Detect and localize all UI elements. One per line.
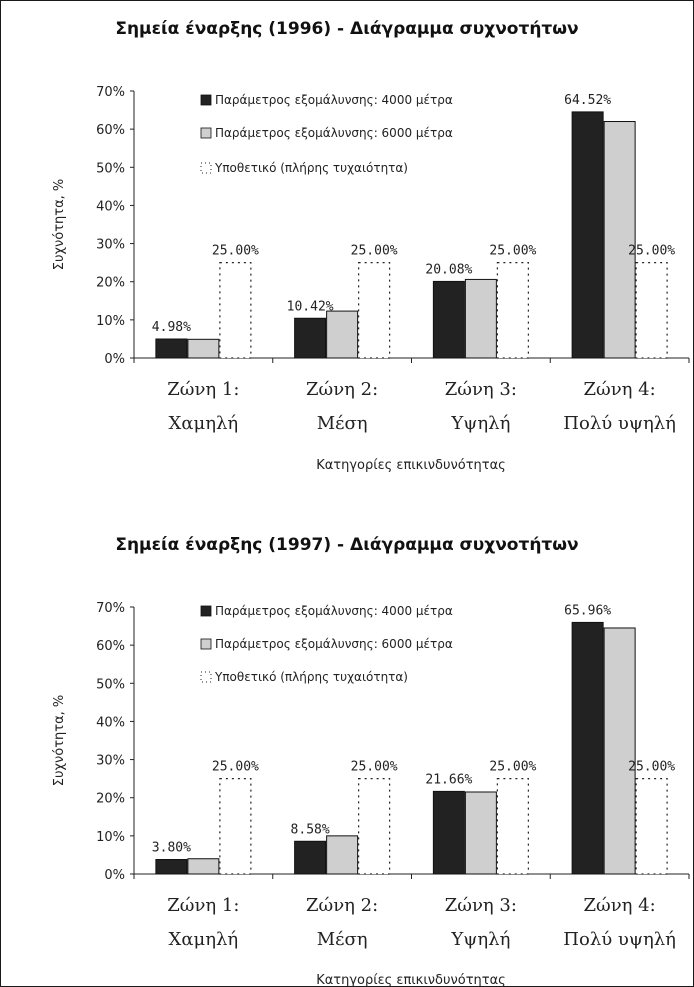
- x-axis-label: Κατηγορίες επικινδυνότητας: [316, 973, 506, 986]
- y-tick-label: 40%: [96, 199, 125, 214]
- x-tick-label: Μέση: [317, 413, 368, 434]
- bar-series-3-cat-2: [358, 778, 391, 875]
- bar-series-1-cat-1: [155, 338, 188, 359]
- x-tick-label: Ζώνη 4:: [584, 895, 656, 916]
- data-label: 10.42%: [287, 299, 334, 314]
- chart-panel-2: Σημεία έναρξης (1997) - Διάγραμμα συχνοτ…: [52, 535, 690, 986]
- data-label: 25.00%: [212, 760, 259, 775]
- bar-series-3-cat-1: [219, 778, 252, 875]
- y-tick-label: 50%: [96, 677, 125, 692]
- bar-series-3-cat-4: [635, 778, 668, 875]
- data-label: 21.66%: [425, 772, 472, 787]
- x-tick-label: Μέση: [317, 929, 368, 950]
- y-tick-label: 60%: [96, 639, 125, 654]
- x-tick-label: Χαμηλή: [169, 413, 239, 434]
- y-tick-label: 60%: [96, 123, 125, 138]
- bar-series-3-cat-3: [496, 262, 529, 359]
- x-tick-label: Ζώνη 2:: [306, 379, 378, 400]
- y-axis-label: Συχνότητα, %: [52, 179, 67, 271]
- legend-swatch-2: [200, 638, 212, 650]
- data-label: 25.00%: [351, 760, 398, 775]
- data-label: 20.08%: [425, 262, 472, 277]
- bar-series-1-cat-3: [432, 280, 465, 359]
- legend-swatch-2: [200, 127, 212, 139]
- chart-title: Σημεία έναρξης (1996) - Διάγραμμα συχνοτ…: [115, 19, 578, 39]
- bar-series-1-cat-2: [294, 317, 327, 359]
- legend-label-2: Παράμετρος εξομάλυνσης: 6000 μέτρα: [215, 126, 453, 140]
- data-label: 25.00%: [628, 244, 675, 259]
- y-tick-label: 50%: [96, 161, 125, 176]
- y-tick-label: 70%: [96, 85, 125, 100]
- bar-series-3-cat-4: [635, 262, 668, 359]
- y-tick-label: 30%: [96, 754, 125, 769]
- x-tick-label: Χαμηλή: [169, 929, 239, 950]
- legend-swatch-1: [200, 605, 212, 617]
- y-tick-label: 20%: [96, 276, 125, 291]
- chart-panel-1: Σημεία έναρξης (1996) - Διάγραμμα συχνοτ…: [52, 19, 690, 473]
- x-tick-label: Υψηλή: [450, 929, 510, 950]
- bar-series-2-cat-2: [326, 835, 359, 875]
- data-label: 3.80%: [152, 841, 191, 856]
- data-label: 64.52%: [564, 93, 611, 108]
- x-tick-label: Πολύ υψηλή: [563, 929, 676, 950]
- data-label: 4.98%: [152, 320, 191, 335]
- legend-swatch-1: [200, 94, 212, 106]
- bar-series-2-cat-1: [187, 338, 220, 359]
- data-label: 25.00%: [351, 244, 398, 259]
- bar-series-1-cat-1: [155, 859, 188, 875]
- bar-series-3-cat-2: [358, 262, 391, 359]
- x-tick-label: Ζώνη 4:: [584, 379, 656, 400]
- y-tick-label: 10%: [96, 314, 125, 329]
- bar-series-3-cat-3: [496, 778, 529, 875]
- legend-label-3: Υποθετικό (πλήρης τυχαιότητα): [214, 670, 408, 684]
- legend-label-2: Παράμετρος εξομάλυνσης: 6000 μέτρα: [215, 637, 453, 651]
- x-tick-label: Ζώνη 1:: [167, 895, 239, 916]
- x-tick-label: Υψηλή: [450, 413, 510, 434]
- y-tick-label: 20%: [96, 792, 125, 807]
- y-tick-label: 10%: [96, 830, 125, 845]
- bar-series-2-cat-2: [326, 310, 359, 359]
- x-axis-label: Κατηγορίες επικινδυνότητας: [316, 458, 506, 473]
- legend-label-1: Παράμετρος εξομάλυνσης: 4000 μέτρα: [215, 93, 453, 107]
- x-tick-label: Ζώνη 3:: [445, 379, 517, 400]
- x-tick-label: Ζώνη 1:: [167, 379, 239, 400]
- x-tick-label: Ζώνη 2:: [306, 895, 378, 916]
- legend-label-3: Υποθετικό (πλήρης τυχαιότητα): [214, 161, 408, 175]
- bar-series-1-cat-2: [294, 840, 327, 875]
- bar-series-2-cat-3: [464, 791, 497, 875]
- bar-series-2-cat-1: [187, 858, 220, 875]
- x-tick-label: Πολύ υψηλή: [563, 413, 676, 434]
- data-label: 65.96%: [564, 603, 611, 618]
- legend-swatch-3: [200, 671, 212, 683]
- data-label: 25.00%: [489, 244, 536, 259]
- legend: Παράμετρος εξομάλυνσης: 4000 μέτρα Παράμε…: [200, 604, 453, 684]
- legend-swatch-3: [200, 162, 212, 174]
- y-tick-label: 0%: [104, 868, 125, 883]
- bar-series-1-cat-4: [571, 111, 604, 359]
- y-tick-label: 0%: [104, 352, 125, 367]
- y-axis-label: Συχνότητα, %: [52, 695, 67, 787]
- legend-label-1: Παράμετρος εξομάλυνσης: 4000 μέτρα: [215, 604, 453, 618]
- legend: Παράμετρος εξομάλυνσης: 4000 μέτρα Παράμε…: [200, 93, 453, 175]
- x-tick-label: Ζώνη 3:: [445, 895, 517, 916]
- bar-series-3-cat-1: [219, 262, 252, 359]
- data-label: 25.00%: [628, 760, 675, 775]
- bar-series-2-cat-4: [603, 627, 636, 875]
- bar-series-2-cat-3: [464, 278, 497, 359]
- y-tick-label: 40%: [96, 715, 125, 730]
- data-label: 8.58%: [291, 822, 330, 837]
- bar-series-1-cat-4: [571, 621, 604, 875]
- chart-title: Σημεία έναρξης (1997) - Διάγραμμα συχνοτ…: [115, 535, 578, 555]
- bar-series-2-cat-4: [603, 121, 636, 359]
- bar-series-1-cat-3: [432, 790, 465, 875]
- data-label: 25.00%: [212, 244, 259, 259]
- y-tick-label: 30%: [96, 238, 125, 253]
- y-tick-label: 70%: [96, 601, 125, 616]
- data-label: 25.00%: [489, 760, 536, 775]
